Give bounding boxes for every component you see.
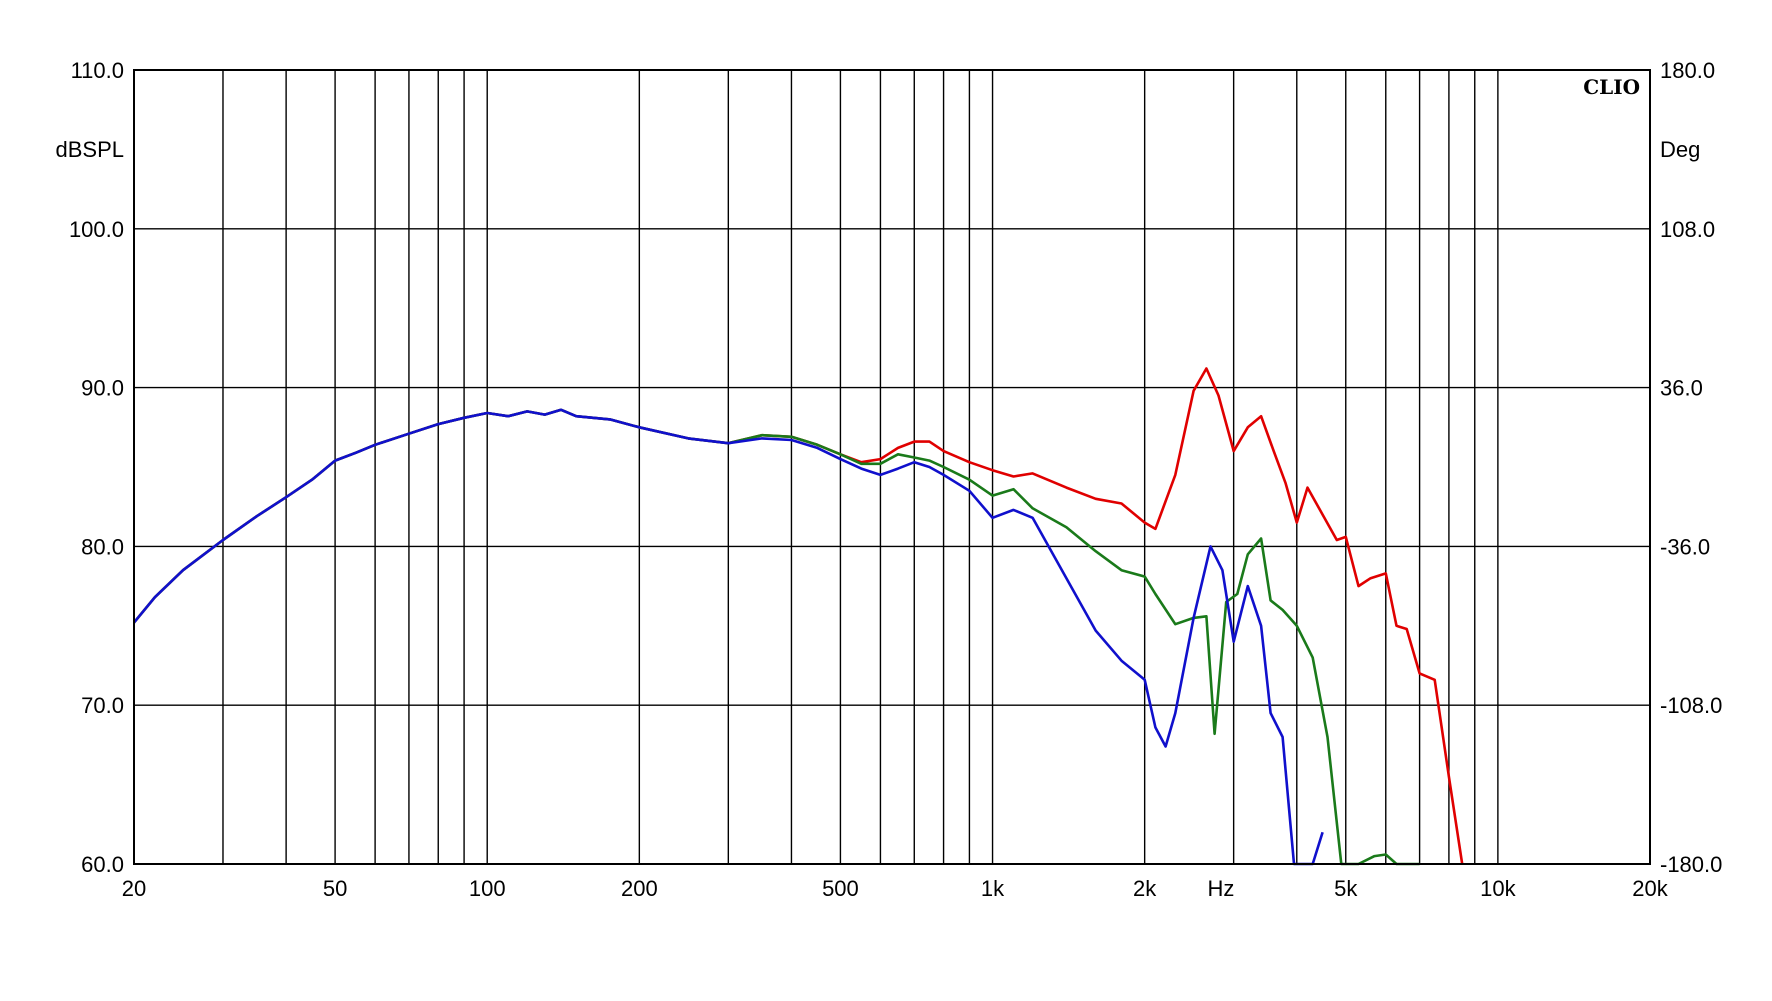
y-tick-label: 80.0: [81, 534, 124, 559]
y-tick-label: 90.0: [81, 376, 124, 401]
y-tick-label: 70.0: [81, 693, 124, 718]
y2-tick-label: -108.0: [1660, 693, 1722, 718]
x-tick-label: 500: [822, 876, 859, 901]
y2-tick-label: -180.0: [1660, 852, 1722, 877]
y2-tick-label: 180.0: [1660, 58, 1715, 83]
y-tick-labels: 60.0 70.0 80.0 90.0 100.0 110.0: [69, 58, 124, 877]
clio-brand-label: CLIO: [1583, 75, 1640, 99]
x-tick-label: 50: [323, 876, 347, 901]
y-tick-label: 60.0: [81, 852, 124, 877]
x-tick-label: 1k: [981, 876, 1005, 901]
x-tick-label: 20: [122, 876, 146, 901]
x-tick-label: 200: [621, 876, 658, 901]
x-tick-label: 20k: [1632, 876, 1668, 901]
y2-tick-label: 108.0: [1660, 217, 1715, 242]
series-line-3: [132, 408, 1324, 866]
y-tick-label: 100.0: [69, 217, 124, 242]
plot-frame: [133, 69, 1651, 865]
series-layer: [132, 367, 1464, 866]
y2-axis-label: Deg: [1660, 137, 1700, 162]
y2-tick-labels: -180.0 -108.0 -36.0 36.0 108.0 180.0: [1660, 58, 1722, 877]
y-axis-label: dBSPL: [56, 137, 125, 162]
y-tick-label: 110.0: [71, 58, 124, 83]
y2-tick-label: -36.0: [1660, 534, 1710, 559]
x-tick-label: 100: [469, 876, 506, 901]
x-gridlines: [133, 70, 1651, 864]
x-tick-label: 5k: [1334, 876, 1358, 901]
x-tick-label: 2k: [1133, 876, 1157, 901]
x-axis-label: Hz: [1208, 876, 1235, 901]
y2-tick-label: 36.0: [1660, 376, 1703, 401]
x-tick-label: 10k: [1480, 876, 1516, 901]
x-tick-labels: 20 50 100 200 500 1k 2k 5k 10k 20k: [122, 876, 1669, 901]
